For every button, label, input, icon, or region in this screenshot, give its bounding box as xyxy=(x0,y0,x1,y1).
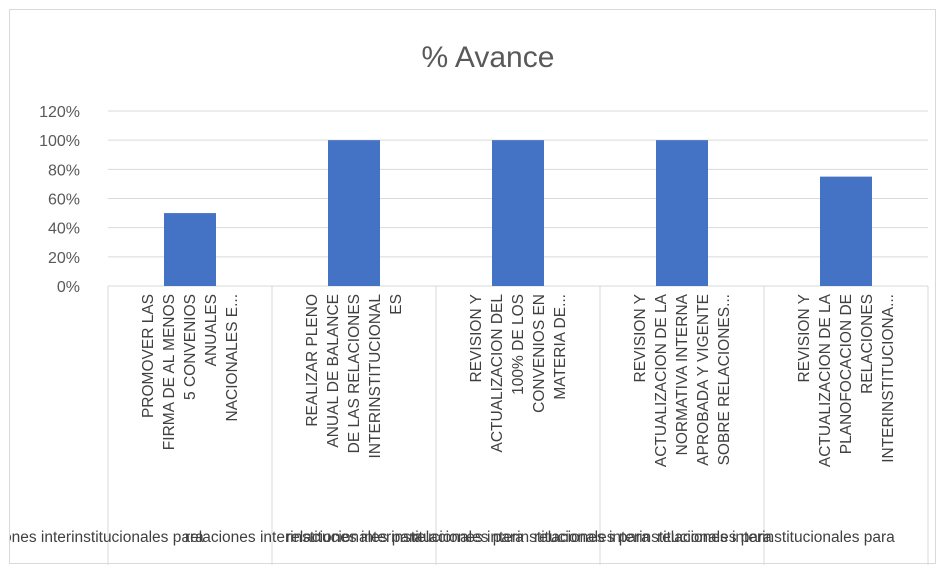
x-category-label: REVISION Y ACTUALIZACION DEL 100% DE LOS CO… xyxy=(468,294,569,453)
y-tick-label: 0% xyxy=(57,279,80,296)
x-category-label-line: REALIZAR PLENO xyxy=(304,294,321,427)
x-category-label-line: SOBRE RELACIONES... xyxy=(716,294,733,465)
x-category-label-line: DE LAS RELACIONES xyxy=(346,294,363,453)
bar xyxy=(656,140,708,286)
x-category-label-line: NACIONALES E... xyxy=(224,294,241,421)
overflow-category-text: relaciones interinstitucionales para xyxy=(412,529,650,546)
bar xyxy=(328,140,380,286)
overflow-category-text: relaciones interinstitucionales para xyxy=(657,529,895,546)
bar-chart: % Avance 0% 20% 40% 60% 80% 100% 120% PROMOVER… xyxy=(10,41,929,565)
x-category-label-line: ACTUALIZACION DE LA xyxy=(653,293,670,467)
y-tick-label: 100% xyxy=(39,133,80,150)
overflow-category-text: relaciones interinstitucionales para xyxy=(534,529,772,546)
x-category-label: REVISION Y ACTUALIZACION DE LA PLANOFOCACI… xyxy=(796,293,897,467)
overflow-category-text: relaciones interinstitucionales para xyxy=(185,529,423,546)
x-category-label-line: FIRMA DE AL MENOS xyxy=(161,294,178,450)
bar xyxy=(492,140,544,286)
x-category-label-line: 5 CONVENIOS xyxy=(182,294,199,400)
y-tick-label: 120% xyxy=(39,104,80,121)
x-category-label-line: 100% DE LOS xyxy=(510,294,527,395)
x-category-label-line: MATERIA DE... xyxy=(552,294,569,400)
x-category-label-line: APROBADA Y VIGENTE xyxy=(695,294,712,466)
x-category-label-line: ACTUALIZACION DE LA xyxy=(817,293,834,467)
x-category-label-line: PLANOFOCACION DE xyxy=(838,294,855,454)
x-category-label-line: RELACIONES xyxy=(859,294,876,394)
x-category-label: PROMOVER LAS FIRMA DE AL MENOS 5 CONVENIOS… xyxy=(140,294,241,450)
bar xyxy=(164,213,216,286)
x-category-label-line: ANUALES xyxy=(203,294,220,366)
x-category-label-line: NORMATIVA INTERNA xyxy=(674,293,691,455)
x-category-label-line: REVISION Y xyxy=(632,294,649,382)
x-category-label-line: CONVENIOS EN xyxy=(531,294,548,413)
y-tick-label: 40% xyxy=(48,221,80,238)
overflow-category-text: relaciones interinstitucionales para xyxy=(286,529,524,546)
overflow-category-text: ones interinstitucionales para xyxy=(10,529,204,546)
x-category-label-line: REVISION Y xyxy=(468,294,485,382)
x-category-label: REALIZAR PLENO ANUAL DE BALANCE DE LAS REL… xyxy=(304,294,405,459)
chart-area: % Avance 0% 20% 40% 60% 80% 100% 120% PROMOVER… xyxy=(9,9,936,565)
x-category-label-line: INTERINSTITUCIONAL xyxy=(367,294,384,459)
x-category-label-line: ANUAL DE BALANCE xyxy=(325,294,342,448)
bar xyxy=(820,176,872,286)
y-tick-label: 20% xyxy=(48,250,80,267)
y-tick-label: 80% xyxy=(48,162,80,179)
x-category-label-line: REVISION Y xyxy=(796,294,813,382)
x-category-label-line: INTERINSTITUCIONA... xyxy=(880,294,897,463)
x-category-label: REVISION Y ACTUALIZACION DE LA NORMATIVA I… xyxy=(632,293,733,467)
x-category-label-line: PROMOVER LAS xyxy=(140,294,157,418)
x-category-label-line: ACTUALIZACION DEL xyxy=(489,294,506,453)
chart-title: % Avance xyxy=(422,41,555,74)
y-tick-label: 60% xyxy=(48,192,80,209)
x-category-label-line: ES xyxy=(388,294,405,315)
